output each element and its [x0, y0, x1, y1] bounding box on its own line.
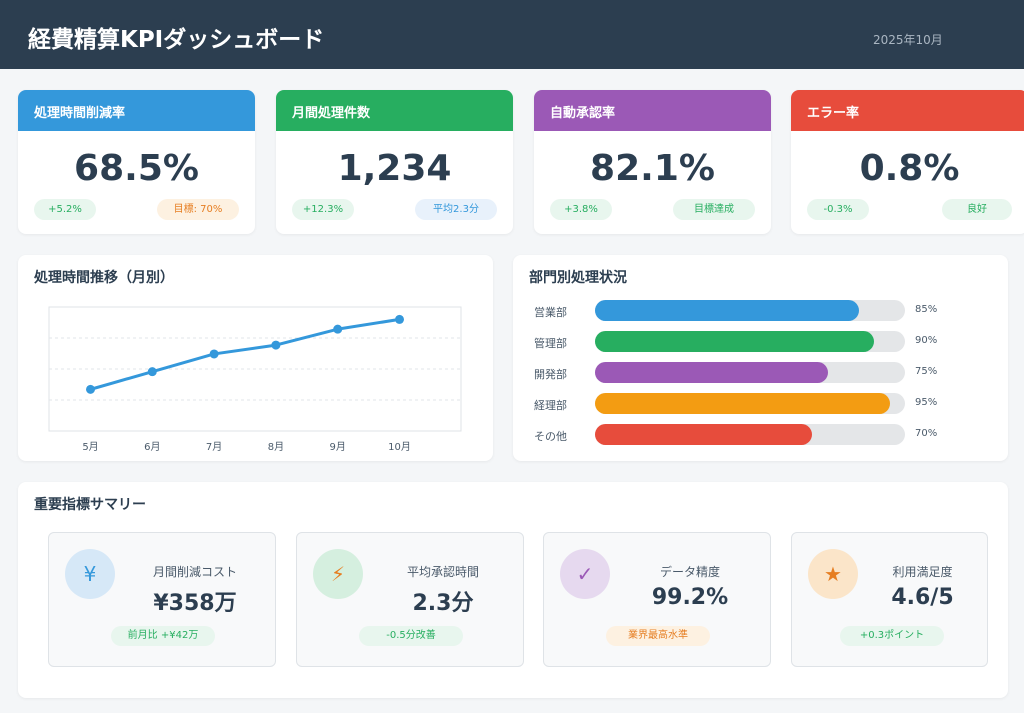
summary-note-badge: -0.5分改善 — [359, 626, 463, 646]
department-percent: 85% — [915, 304, 938, 315]
department-bar-track — [595, 424, 905, 445]
department-row: 管理部 90% — [513, 331, 1008, 353]
department-name: 管理部 — [534, 337, 567, 350]
department-bar-fill — [595, 300, 859, 321]
summary-value: 4.6/5 — [891, 585, 954, 610]
department-percent: 95% — [915, 397, 938, 408]
department-name: 営業部 — [534, 306, 567, 319]
summary-item-approval-time: ⚡ 平均承認時間 2.3分 -0.5分改善 — [296, 532, 524, 667]
summary-panel-title: 重要指標サマリー — [34, 497, 146, 513]
summary-note-badge: 前月比 +¥42万 — [111, 626, 215, 646]
chart-x-tick-label: 8月 — [268, 441, 284, 453]
summary-note-badge: 業界最高水準 — [606, 626, 710, 646]
kpi-value: 1,234 — [337, 148, 452, 189]
chart-data-point — [333, 324, 343, 334]
chart-x-tick-label: 5月 — [82, 441, 98, 453]
trend-chart: 5月 6月 7月 8月 9月 10月 — [48, 306, 462, 453]
kpi-header: 処理時間削減率 — [18, 90, 255, 131]
kpi-header: 自動承認率 — [534, 90, 771, 131]
kpi-header: エラー率 — [791, 90, 1024, 131]
department-panel-title: 部門別処理状況 — [529, 270, 627, 286]
summary-panel: 重要指標サマリー ¥ 月間削減コスト ¥358万 前月比 +¥42万 ⚡ 平均承… — [18, 482, 1008, 698]
department-bar-fill — [595, 362, 828, 383]
chart-x-tick-label: 7月 — [206, 441, 222, 453]
chart-data-point — [209, 349, 219, 359]
kpi-value: 68.5% — [74, 148, 199, 189]
trend-chart-panel: 処理時間推移（月別） 5月 6月 7月 8月 9月 10月 — [18, 255, 493, 461]
chart-x-tick-label: 6月 — [144, 441, 160, 453]
department-percent: 75% — [915, 366, 938, 377]
kpi-header: 月間処理件数 — [276, 90, 513, 131]
department-percent: 70% — [915, 428, 938, 439]
chart-data-point — [86, 384, 95, 394]
trend-chart-title: 処理時間推移（月別） — [34, 270, 174, 286]
summary-value: 2.3分 — [412, 591, 474, 616]
department-name: その他 — [534, 430, 567, 443]
summary-value: 99.2% — [651, 585, 729, 610]
department-bar-track — [595, 331, 905, 352]
department-bar-track — [595, 362, 905, 383]
kpi-value: 82.1% — [590, 148, 715, 189]
department-row: 営業部 85% — [513, 300, 1008, 322]
kpi-change-badge: +5.2% — [34, 199, 96, 220]
department-percent: 90% — [915, 335, 938, 346]
kpi-note-badge: 目標: 70% — [157, 199, 239, 220]
department-bar-track — [595, 300, 905, 321]
department-name: 開発部 — [534, 368, 567, 381]
chart-x-tick-label: 9月 — [330, 441, 346, 453]
kpi-card-monthly-volume: 月間処理件数 1,234 +12.3% 平均2.3分 — [276, 90, 513, 234]
kpi-value: 0.8% — [859, 148, 960, 189]
kpi-change-badge: +12.3% — [292, 199, 354, 220]
chart-x-tick-label: 10月 — [388, 441, 411, 453]
kpi-card-error-rate: エラー率 0.8% -0.3% 良好 — [791, 90, 1024, 234]
chart-data-point — [271, 340, 281, 350]
department-bar-fill — [595, 393, 890, 414]
header: 経費精算KPIダッシュボード 2025年10月 — [0, 0, 1024, 69]
kpi-note-badge: 良好 — [942, 199, 1012, 220]
department-name: 経理部 — [534, 399, 567, 412]
kpi-card-time-reduction: 処理時間削減率 68.5% +5.2% 目標: 70% — [18, 90, 255, 234]
chart-series-line — [90, 317, 400, 391]
summary-item-data-accuracy: ✓ データ精度 99.2% 業界最高水準 — [543, 532, 771, 667]
report-date: 2025年10月 — [873, 33, 943, 47]
kpi-note-badge: 目標達成 — [673, 199, 755, 220]
chart-data-point — [147, 367, 157, 377]
kpi-change-badge: -0.3% — [807, 199, 869, 220]
summary-value: ¥358万 — [153, 591, 237, 616]
summary-label: データ精度 — [659, 565, 720, 579]
checkmark-icon: ✓ — [560, 549, 610, 599]
summary-note-badge: +0.3ポイント — [840, 626, 944, 646]
summary-label: 平均承認時間 — [406, 565, 479, 579]
summary-label: 利用満足度 — [892, 565, 953, 579]
summary-item-satisfaction: ★ 利用満足度 4.6/5 +0.3ポイント — [791, 532, 988, 667]
lightning-icon: ⚡ — [313, 549, 363, 599]
yen-icon: ¥ — [65, 549, 115, 599]
department-bar-track — [595, 393, 905, 414]
department-status-panel: 部門別処理状況 営業部 85% 管理部 90% 開発部 75% 経理部 95% その他 70% — [513, 255, 1008, 461]
page-title: 経費精算KPIダッシュボード — [28, 27, 325, 53]
kpi-note-badge: 平均2.3分 — [415, 199, 497, 220]
kpi-card-auto-approval: 自動承認率 82.1% +3.8% 目標達成 — [534, 90, 771, 234]
kpi-change-badge: +3.8% — [550, 199, 612, 220]
department-row: 開発部 75% — [513, 362, 1008, 384]
department-bar-fill — [595, 424, 812, 445]
department-row: 経理部 95% — [513, 393, 1008, 415]
star-icon: ★ — [808, 549, 858, 599]
summary-item-cost: ¥ 月間削減コスト ¥358万 前月比 +¥42万 — [48, 532, 276, 667]
summary-label: 月間削減コスト — [152, 565, 237, 579]
department-row: その他 70% — [513, 424, 1008, 446]
department-bar-fill — [595, 331, 874, 352]
chart-data-point — [395, 314, 404, 324]
